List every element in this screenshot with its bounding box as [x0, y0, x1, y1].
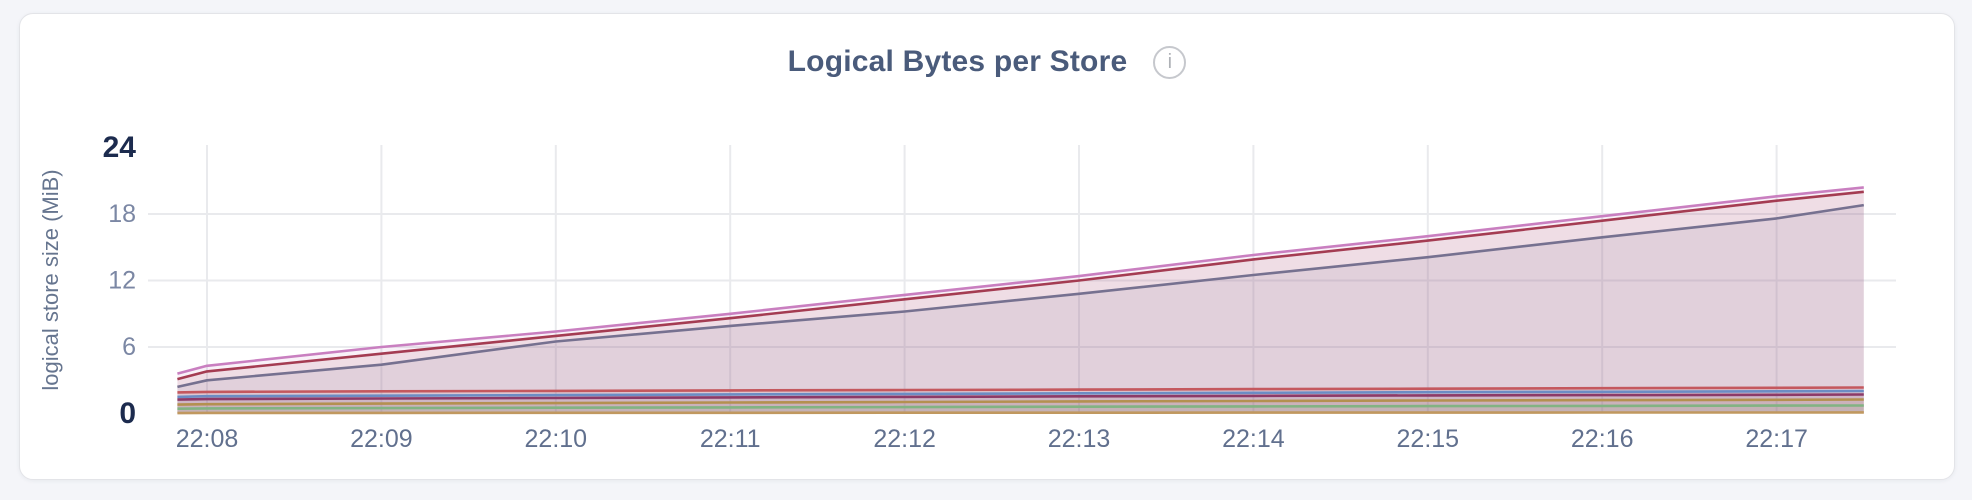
x-tick-label: 22:10	[525, 425, 588, 453]
x-tick-label: 22:14	[1222, 425, 1285, 453]
x-tick-label: 22:15	[1397, 425, 1460, 453]
y-tick-label: 12	[108, 267, 136, 295]
series-line-store-7	[177, 398, 1864, 406]
series-line-store-8	[177, 404, 1864, 410]
series-line-store-5	[177, 389, 1864, 399]
chart-title: Logical Bytes per Store	[787, 45, 1128, 78]
series-area-store-3	[177, 205, 1864, 414]
x-tick-label: 22:12	[873, 425, 936, 453]
info-icon-glyph: i	[1167, 51, 1173, 73]
logical-bytes-chart[interactable]: 22:08 22:09 22:10 22:11 22:12 22:13 22:14 22:15…	[20, 14, 1954, 479]
series-line-store-6	[177, 393, 1864, 401]
x-tick-label: 22:08	[176, 425, 239, 453]
chart-header: Logical Bytes per Store i	[20, 44, 1954, 80]
x-tick-label: 22:17	[1745, 425, 1808, 453]
info-icon[interactable]: i	[1153, 45, 1187, 79]
y-tick-label: 18	[108, 200, 136, 228]
y-tick-label: 24	[103, 131, 137, 164]
series-area-store-2	[177, 191, 1864, 414]
x-tick-label: 22:09	[350, 425, 413, 453]
x-tick-label: 22:13	[1048, 425, 1111, 453]
y-axis-label: logical store size (MiB)	[38, 169, 63, 390]
metric-card: Logical Bytes per Store i 22:08 22:09 22:1…	[19, 13, 1955, 480]
x-tick-label: 22:16	[1571, 425, 1634, 453]
y-tick-label: 0	[119, 397, 136, 430]
series-line-store-4	[177, 386, 1864, 394]
series-line-store-2	[177, 190, 1864, 381]
x-tick-label: 22:11	[700, 425, 761, 453]
series-line-store-1	[177, 186, 1864, 375]
series-line-store-3	[177, 203, 1864, 389]
y-tick-label: 6	[122, 333, 136, 361]
series-line-store-9	[177, 411, 1864, 415]
